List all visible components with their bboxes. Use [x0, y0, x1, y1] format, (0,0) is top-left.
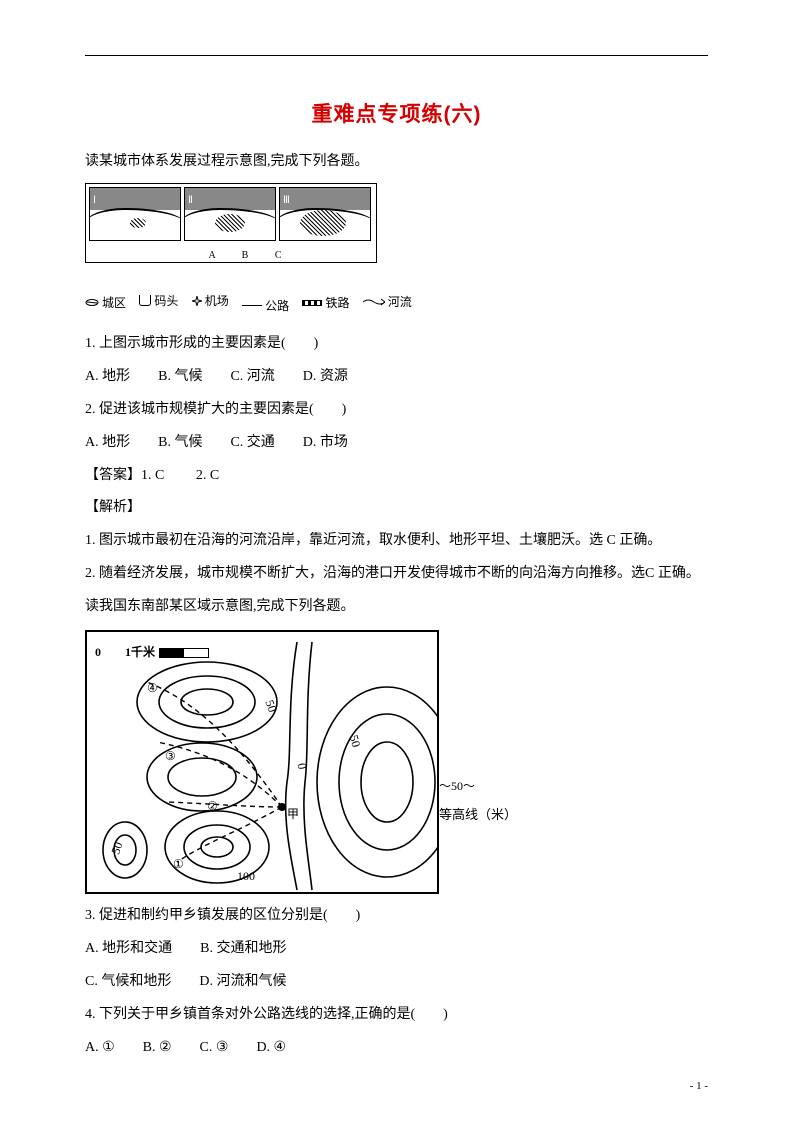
q4-stem: 4. 下列关于甲乡镇首条对外公路选线的选择,正确的是( ): [85, 999, 708, 1032]
page-number: - 1 -: [690, 1080, 708, 1092]
dock-icon: [139, 295, 151, 306]
fig1-bottom-labels: A B C: [86, 244, 376, 268]
pt1: ①: [173, 850, 184, 878]
q3-stem: 3. 促进和制约甲乡镇发展的区位分别是( ): [85, 900, 708, 933]
river-icon: [363, 298, 385, 306]
c100: 100: [237, 862, 255, 890]
explain-1: 1. 图示城市最初在沿海的河流沿岸，靠近河流，取水便利、地形平坦、土壤肥沃。选 …: [85, 525, 708, 558]
top-rule: [85, 55, 708, 56]
panel-mark-3: Ⅲ: [283, 189, 290, 213]
figure-2: 0 1千米: [85, 630, 439, 894]
q3-optA: A. 地形和交通 B. 交通和地形: [85, 933, 708, 966]
answer: 【答案】1. C 2. C: [85, 460, 708, 493]
q3-optC: C. 气候和地形 D. 河流和气候: [85, 966, 708, 999]
explain-header: 【解析】: [85, 492, 708, 525]
airport-icon: [192, 296, 202, 306]
q2-stem: 2. 促进该城市规模扩大的主要因素是( ): [85, 394, 708, 427]
body: 读某城市体系发展过程示意图,完成下列各题。 Ⅰ Ⅱ Ⅲ A B C 城区 码头 …: [85, 146, 708, 1064]
figure-1-legend: 城区 码头 机场 公路 铁路 河流: [85, 287, 708, 320]
pt3: ③: [165, 742, 176, 770]
intro-2: 读我国东南部某区域示意图,完成下列各题。: [85, 591, 708, 624]
jia-label: 甲: [287, 800, 299, 828]
panel-mark-1: Ⅰ: [93, 189, 96, 213]
contour-legend: 等高线（米）: [439, 800, 529, 831]
panel-mark-2: Ⅱ: [188, 189, 193, 213]
explain-2: 2. 随着经济发展，城市规模不断扩大，沿海的港口开发使得城市不断的向沿海方向推移…: [85, 558, 708, 591]
pt4: ④: [147, 674, 158, 702]
page-title: 重难点专项练(六): [85, 98, 708, 128]
q1-opts: A. 地形 B. 气候 C. 河流 D. 资源: [85, 361, 708, 394]
q1-stem: 1. 上图示城市形成的主要因素是( ): [85, 328, 708, 361]
figure-1: Ⅰ Ⅱ Ⅲ A B C: [85, 183, 377, 263]
q2-opts: A. 地形 B. 气候 C. 交通 D. 市场: [85, 427, 708, 460]
q4-opts: A. ① B. ② C. ③ D. ④: [85, 1032, 708, 1065]
pt2: ②: [207, 792, 218, 820]
rail-icon: [302, 300, 322, 306]
road-icon: [242, 305, 262, 306]
contour-svg: [87, 632, 437, 892]
city-icon: [85, 299, 99, 306]
intro-text: 读某城市体系发展过程示意图,完成下列各题。: [85, 146, 708, 179]
c50out: ～50～: [439, 772, 499, 800]
